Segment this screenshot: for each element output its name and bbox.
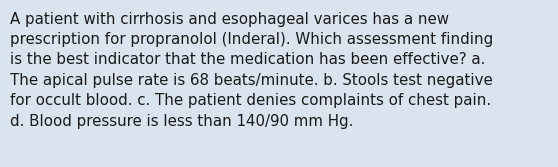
Text: A patient with cirrhosis and esophageal varices has a new
prescription for propr: A patient with cirrhosis and esophageal … bbox=[10, 12, 493, 129]
